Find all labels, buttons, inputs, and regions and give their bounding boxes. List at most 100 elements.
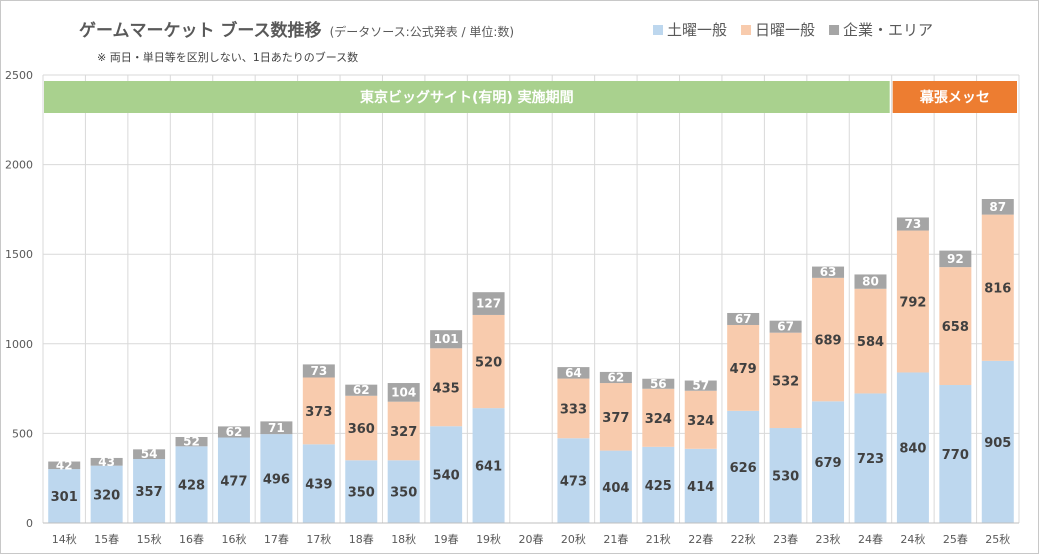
data-label: 127 <box>476 297 501 311</box>
bar-segment <box>133 459 166 523</box>
y-tick-label: 2000 <box>5 159 33 172</box>
data-label: 816 <box>984 282 1011 297</box>
data-label: 723 <box>857 452 884 467</box>
legend-swatch <box>741 25 752 35</box>
x-tick-label: 17秋 <box>306 532 331 546</box>
data-label: 584 <box>857 335 884 350</box>
bar-segment <box>684 380 717 391</box>
data-label: 479 <box>730 362 757 377</box>
data-label: 62 <box>226 425 243 439</box>
x-tick-label: 24春 <box>858 533 883 546</box>
bar-segment <box>642 446 675 523</box>
data-label: 679 <box>814 456 841 471</box>
bar-segment <box>430 330 463 349</box>
bar-segment <box>896 217 929 231</box>
bar-segment <box>727 324 760 411</box>
bar-segment <box>896 372 929 523</box>
data-label: 428 <box>178 479 205 494</box>
data-label: 80 <box>862 275 879 289</box>
bar-segment <box>260 434 293 523</box>
venue-band <box>44 81 890 113</box>
data-label: 62 <box>353 383 370 397</box>
data-label: 43 <box>98 455 115 469</box>
data-label: 641 <box>475 460 502 475</box>
legend-swatch <box>829 25 840 35</box>
data-label: 92 <box>947 252 964 266</box>
bar-segment <box>854 274 887 289</box>
bar-segment <box>684 448 717 523</box>
data-label: 414 <box>687 480 714 495</box>
bar-segment <box>557 367 590 379</box>
bar-segment <box>472 292 505 315</box>
x-tick-label: 17春 <box>264 533 289 546</box>
y-tick-label: 1000 <box>5 338 33 351</box>
data-label: 658 <box>942 320 969 335</box>
bar-segment <box>769 332 802 429</box>
bar-segment <box>854 288 887 394</box>
grid-lines <box>42 74 1020 524</box>
x-tick-label: 18秋 <box>391 532 416 546</box>
bar-segment <box>48 469 81 523</box>
bar-segment <box>175 436 208 447</box>
x-tick-label: 15春 <box>94 533 119 546</box>
bar-segment <box>981 360 1014 523</box>
x-tick-label: 18春 <box>349 533 374 546</box>
data-label: 435 <box>433 381 460 396</box>
data-label: 67 <box>735 312 752 326</box>
legend-label: 土曜一般 <box>667 21 727 39</box>
bar-segment <box>345 384 378 396</box>
data-label: 689 <box>814 334 841 349</box>
data-label: 333 <box>560 402 587 417</box>
bar-segment <box>472 408 505 523</box>
bar-segment <box>90 465 123 523</box>
bar-segment <box>387 383 420 402</box>
bar-segment <box>430 426 463 523</box>
bar-segment <box>557 378 590 439</box>
data-label: 520 <box>475 356 502 371</box>
data-label: 101 <box>434 332 459 346</box>
data-label: 357 <box>136 485 163 500</box>
x-tick-label: 23秋 <box>816 532 841 546</box>
x-tick-label: 20秋 <box>561 532 586 546</box>
data-label: 64 <box>565 366 582 380</box>
chart-note: ※ 両日・単日等を区別しない、1日あたりのブース数 <box>97 50 358 64</box>
bars: 301 42 320 43 357 54 428 52 477 62 496 71 439 373 73 35… <box>48 199 1014 523</box>
bar-segment <box>302 364 335 378</box>
x-tick-label: 19秋 <box>476 532 501 546</box>
venue-bands: 東京ビッグサイト(有明) 実施期間 幕張メッセ <box>44 81 1017 113</box>
bar-segment <box>472 314 505 409</box>
data-label: 626 <box>730 461 757 476</box>
y-axis: 0 500 1000 1500 2000 2500 <box>5 69 33 530</box>
data-label: 52 <box>183 435 200 449</box>
bar-segment <box>939 267 972 386</box>
bar-segment <box>812 277 845 402</box>
legend-label: 企業・エリア <box>843 21 933 39</box>
bar-segment <box>769 320 802 333</box>
data-label: 350 <box>348 486 375 501</box>
venue-band <box>892 81 1017 113</box>
x-tick-label: 21春 <box>603 533 628 546</box>
x-tick-label: 23春 <box>773 533 798 546</box>
data-label: 320 <box>93 488 120 503</box>
bar-segment <box>769 428 802 523</box>
data-label: 905 <box>984 436 1011 451</box>
bar-segment <box>981 214 1014 361</box>
data-label: 840 <box>899 442 926 457</box>
data-label: 57 <box>692 379 709 393</box>
bar-segment <box>302 444 335 523</box>
bar-segment <box>90 457 123 466</box>
x-axis: 14秋 15春 15秋 16春 16秋 17春 17秋 18春 18秋 19春 19秋 20春 20秋 2… <box>43 522 1019 546</box>
bar-segment <box>599 450 632 523</box>
bar-segment <box>345 395 378 461</box>
bar-segment <box>642 388 675 447</box>
data-label: 87 <box>989 200 1006 214</box>
x-tick-label: 22春 <box>688 533 713 546</box>
data-label: 439 <box>305 478 332 493</box>
y-tick-label: 2500 <box>5 69 33 82</box>
x-tick-label: 25春 <box>943 533 968 546</box>
bar-segment <box>599 371 632 384</box>
data-label: 373 <box>305 405 332 420</box>
data-label: 350 <box>390 486 417 501</box>
